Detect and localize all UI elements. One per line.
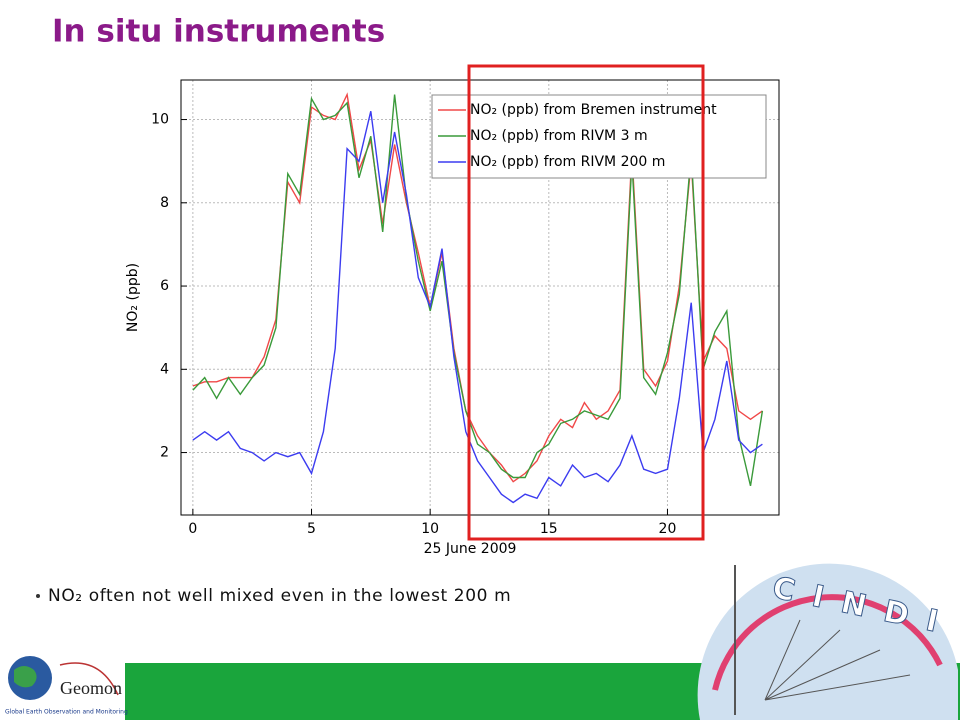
geomon-subtitle: Global Earth Observation and Monitoring xyxy=(5,709,128,716)
y-tick-label: 2 xyxy=(160,445,169,461)
chart: 0 5 10 15 20 2 4 6 8 10 25 June 2009 NO₂ (ppb) NO₂ (… xyxy=(125,79,780,557)
legend-label: NO₂ (ppb) from Bremen instrument xyxy=(470,102,717,118)
highlight-box xyxy=(467,64,705,541)
x-tick-label: 5 xyxy=(307,521,316,537)
x-tick-label: 15 xyxy=(540,521,558,537)
sight-lines xyxy=(764,619,911,701)
series-line xyxy=(192,94,764,487)
legend-label: NO₂ (ppb) from RIVM 200 m xyxy=(470,154,665,170)
x-tick-label: 20 xyxy=(659,521,677,537)
geomon-name: Geomon xyxy=(60,678,122,698)
plot-frame xyxy=(180,79,780,516)
y-tick-label: 8 xyxy=(160,195,169,211)
geomon-logo: Geomon Global Earth Observation and Moni… xyxy=(5,656,128,716)
y-axis-label: NO₂ (ppb) xyxy=(125,263,141,332)
x-axis-label: 25 June 2009 xyxy=(424,541,517,557)
y-tick-label: 6 xyxy=(160,278,169,294)
series-line xyxy=(192,111,763,504)
slide-title: In situ instruments xyxy=(52,14,385,50)
y-tick-label: 10 xyxy=(151,112,169,128)
x-tick-label: 0 xyxy=(188,521,197,537)
x-tick-label: 10 xyxy=(421,521,439,537)
bullet-text: NO₂ often not well mixed even in the low… xyxy=(48,586,511,606)
legend-label: NO₂ (ppb) from RIVM 3 m xyxy=(470,128,648,144)
globe-land xyxy=(14,666,37,688)
legend-box xyxy=(431,94,767,179)
logo-arc xyxy=(59,662,119,696)
bullet-dot xyxy=(36,594,40,598)
cindi-rainbow xyxy=(712,594,943,691)
y-tick-label: 4 xyxy=(160,361,169,377)
cindi-logo: C I N D I xyxy=(697,563,958,720)
